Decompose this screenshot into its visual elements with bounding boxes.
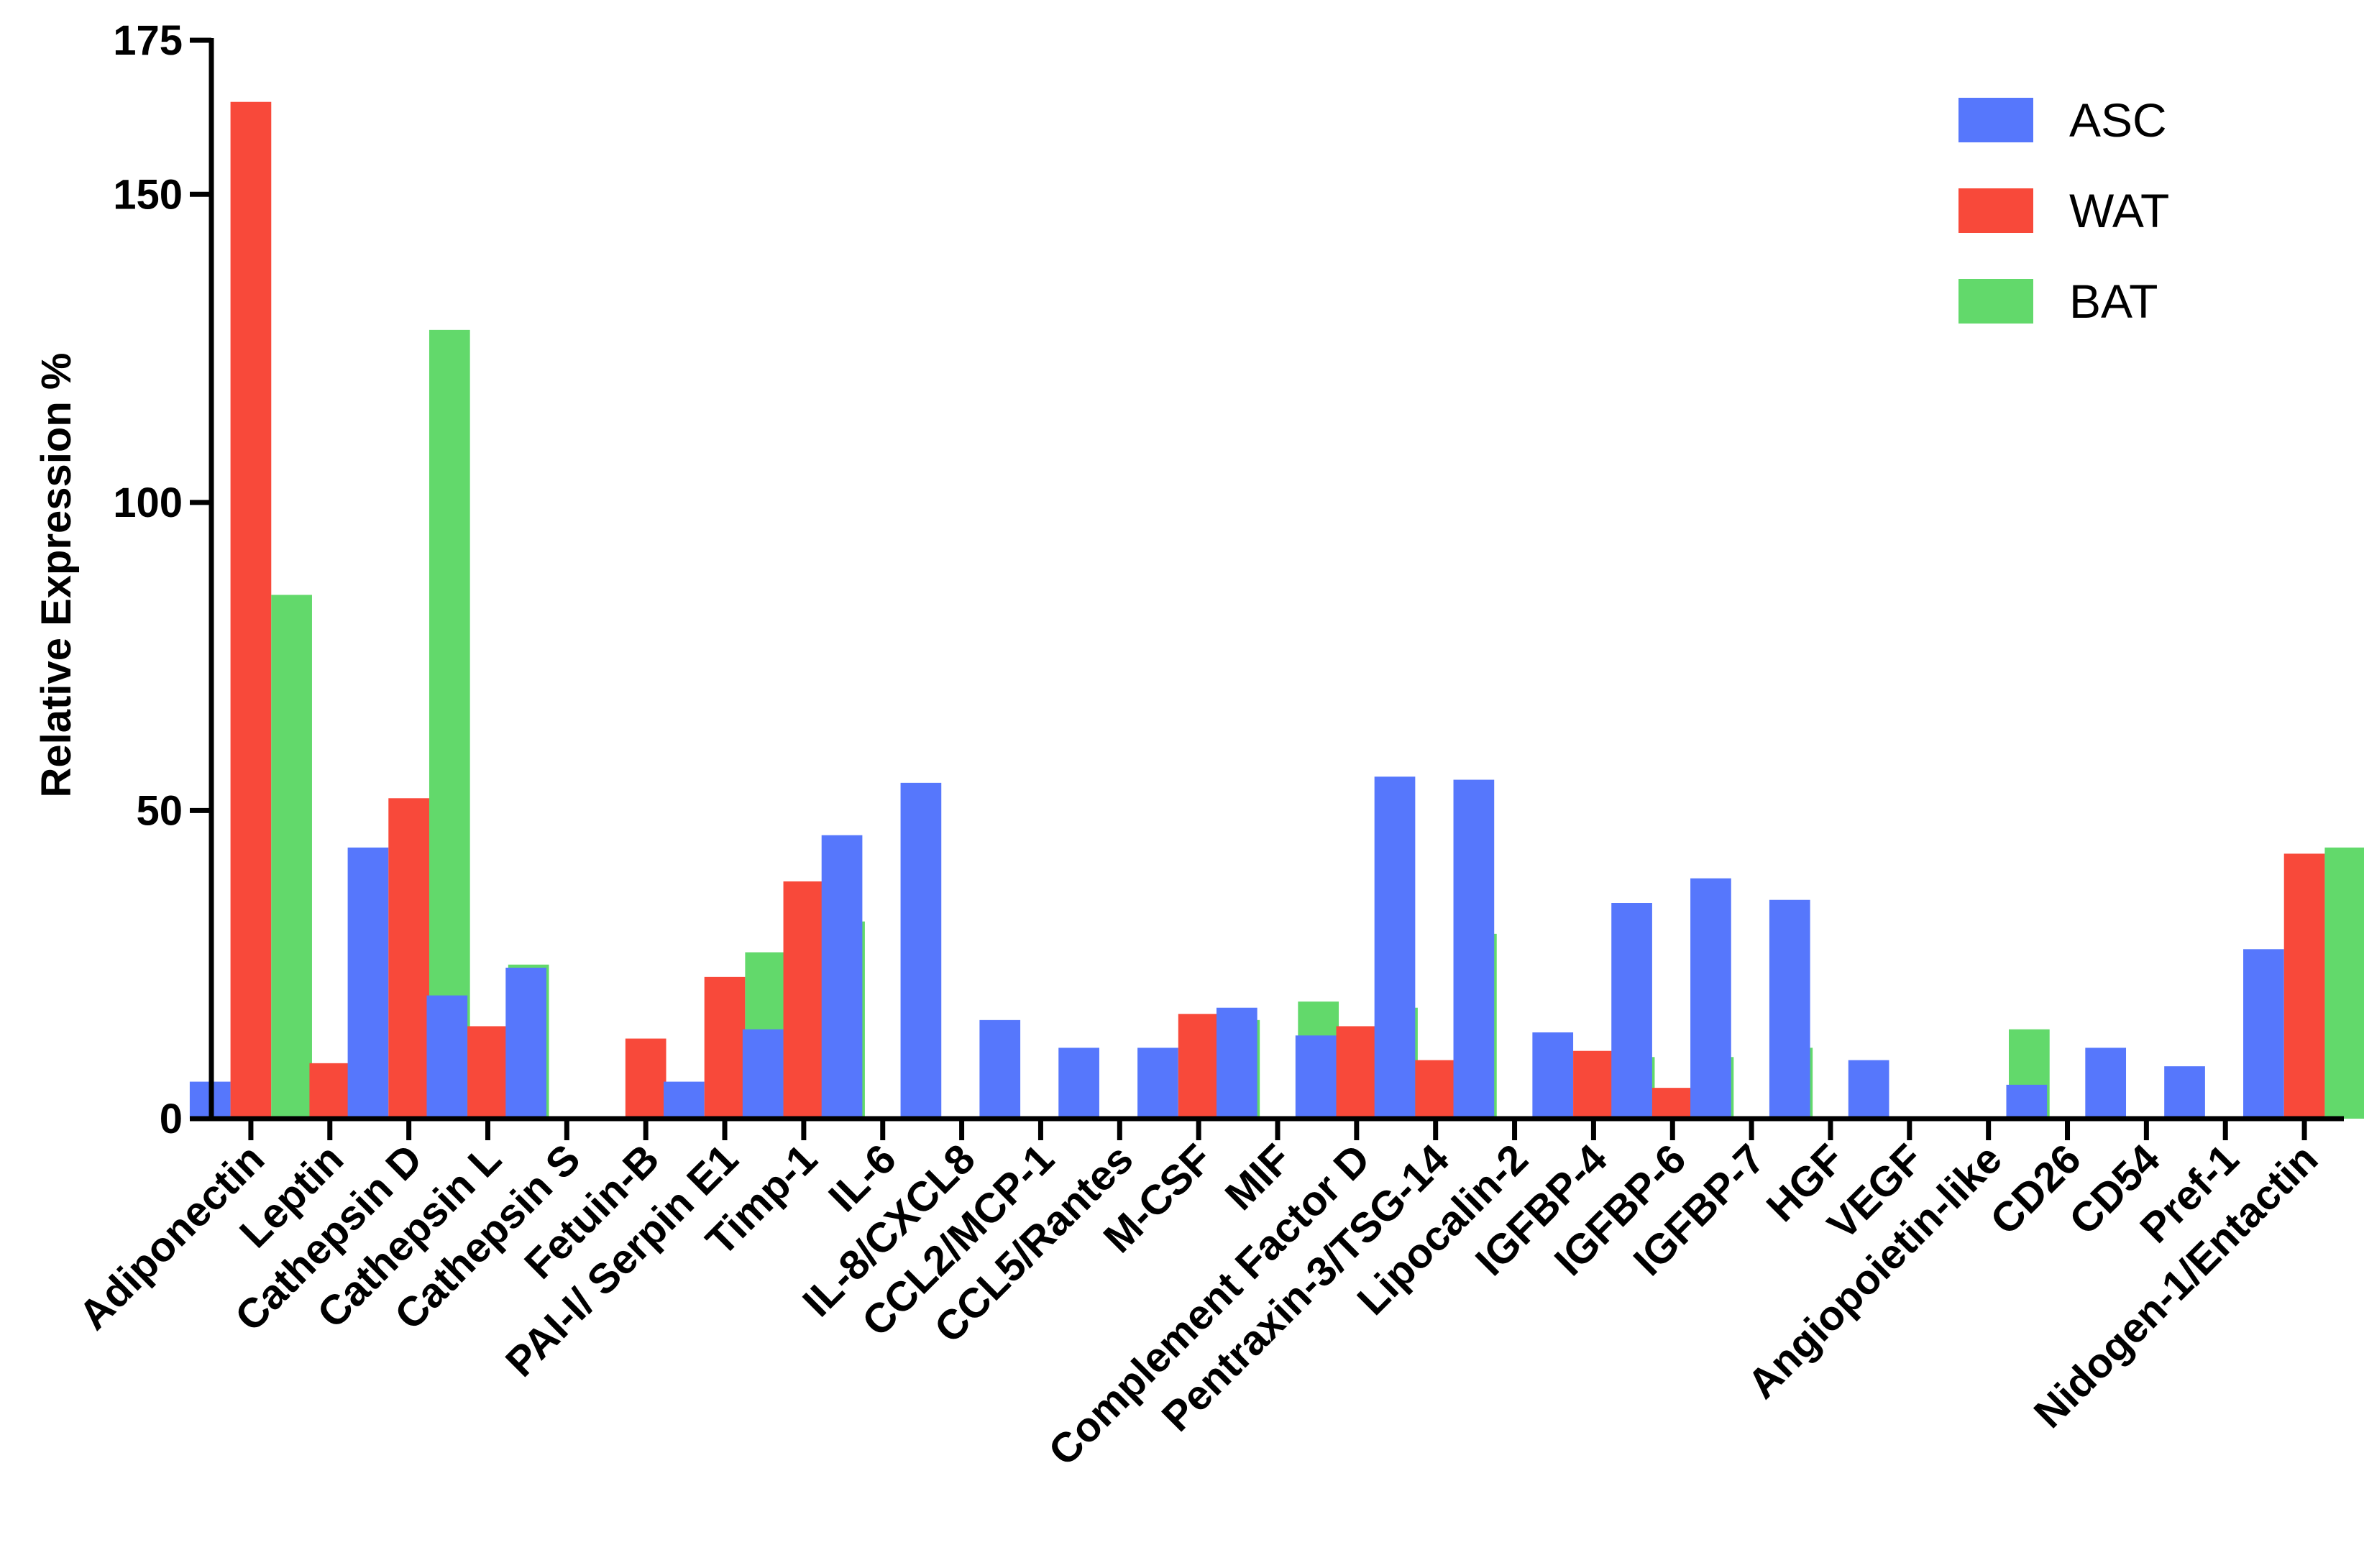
bar-wat [1178, 1014, 1219, 1119]
bar-wat [783, 881, 825, 1119]
y-ticks: 0 50 100 150 175 [113, 17, 211, 1142]
bar-asc [821, 835, 863, 1119]
y-tick-label: 100 [113, 480, 183, 526]
bar-asc [2006, 1084, 2048, 1119]
y-tick-label: 175 [113, 17, 183, 64]
bar-wat [1336, 1026, 1378, 1119]
bar-asc [2164, 1066, 2205, 1119]
bar-wat [230, 101, 272, 1119]
bar-wat [704, 976, 746, 1119]
x-category-label: CD26 [1982, 1135, 2090, 1244]
bar-bat [271, 595, 312, 1119]
bar-asc [664, 1081, 705, 1119]
bar-asc [1611, 903, 1652, 1119]
y-tick-label: 50 [136, 787, 183, 834]
legend: ASC WAT BAT [1958, 93, 2169, 328]
bar-asc [1690, 878, 1731, 1119]
bar-asc [505, 968, 546, 1119]
bar-asc [2243, 949, 2284, 1119]
legend-swatch-wat [1958, 188, 2033, 233]
bar-wat [1415, 1060, 1457, 1119]
y-tick-label: 150 [113, 171, 183, 218]
bar-wat [388, 798, 429, 1119]
bar-asc [1295, 1035, 1337, 1119]
bar-asc [900, 782, 942, 1119]
bar-asc [1453, 779, 1495, 1119]
bar-asc [347, 847, 389, 1119]
legend-label-asc: ASC [2069, 93, 2167, 147]
bar-asc [1848, 1060, 1889, 1119]
legend-swatch-bat [1958, 279, 2033, 324]
legend-label-bat: BAT [2069, 275, 2158, 328]
legend-swatch-asc [1958, 98, 2033, 142]
bar-asc [1769, 899, 1810, 1119]
bar-bat [2324, 847, 2364, 1119]
bar-wat [309, 1063, 351, 1119]
bar-asc [2085, 1047, 2127, 1119]
y-tick-label: 0 [160, 1096, 183, 1142]
bar-asc [1374, 776, 1416, 1119]
legend-label-wat: WAT [2069, 184, 2169, 237]
bar-asc [1532, 1032, 1574, 1119]
bar-wat [467, 1026, 508, 1119]
y-axis-title: Relative Expression % [33, 353, 80, 798]
bar-asc [742, 1029, 784, 1119]
bar-asc [1137, 1047, 1178, 1119]
bar-asc [979, 1019, 1021, 1119]
bar-wat [1651, 1088, 1693, 1119]
bar-wat [625, 1038, 666, 1119]
bars-layer [189, 101, 2364, 1119]
bar-asc [426, 995, 468, 1119]
bar-wat [1573, 1050, 1614, 1119]
bar-wat [2283, 853, 2325, 1119]
bar-asc [1216, 1007, 1257, 1119]
bar-asc [1058, 1047, 1099, 1119]
bar-bat [429, 329, 470, 1119]
